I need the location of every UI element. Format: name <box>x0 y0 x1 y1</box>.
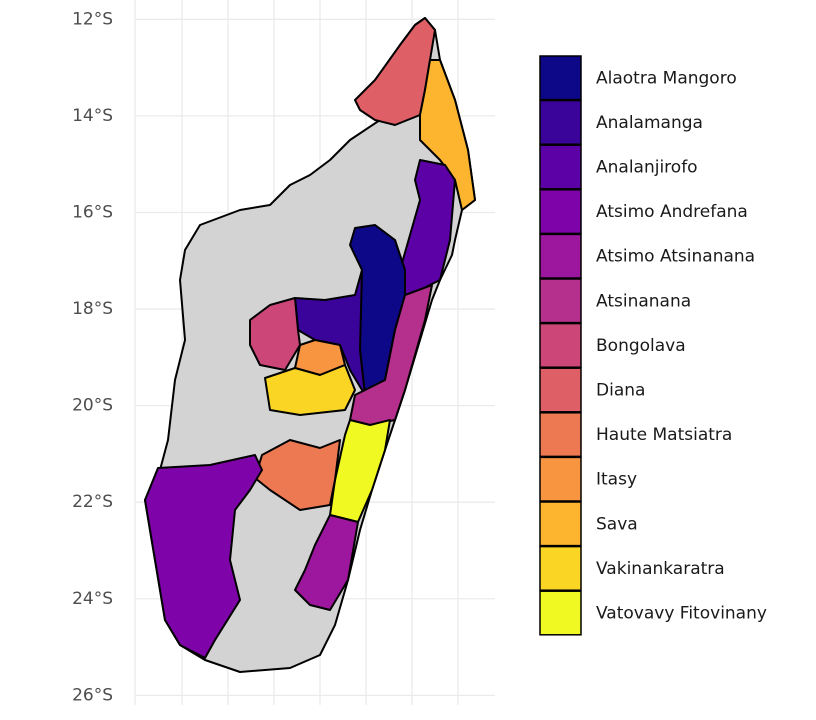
legend-label: Sava <box>596 514 638 534</box>
legend-label: Alaotra Mangoro <box>596 68 737 88</box>
y-tick-label: 22°S <box>72 492 113 512</box>
legend-label: Diana <box>596 381 645 401</box>
legend-label: Haute Matsiatra <box>596 425 732 445</box>
legend-swatch <box>539 501 582 547</box>
legend-swatch <box>539 367 582 413</box>
region <box>254 439 341 511</box>
y-tick-label: 24°S <box>72 589 113 609</box>
region <box>419 59 476 211</box>
legend-swatch <box>539 456 582 502</box>
legend-swatch <box>539 144 582 190</box>
y-tick-label: 18°S <box>72 299 113 319</box>
legend-swatch <box>539 322 582 368</box>
legend-swatch <box>539 189 582 235</box>
madagascar <box>144 17 476 673</box>
legend-label: Atsinanana <box>596 291 691 311</box>
legend-swatch <box>539 590 582 636</box>
y-tick-label: 20°S <box>72 396 113 416</box>
y-tick-label: 14°S <box>72 106 113 126</box>
legend-label: Bongolava <box>596 336 686 356</box>
legend: Alaotra Mangoro Analamanga Analanjirofo Ats… <box>539 55 767 636</box>
legend-swatch <box>539 233 582 279</box>
legend-swatch <box>539 55 582 101</box>
region <box>294 514 359 611</box>
y-tick-label: 12°S <box>72 9 113 29</box>
legend-label: Analanjirofo <box>596 158 698 178</box>
legend-label: Vakinankaratra <box>596 559 725 579</box>
legend-label: Analamanga <box>596 113 703 133</box>
region <box>329 419 391 523</box>
y-tick-label: 16°S <box>72 202 113 222</box>
legend-swatch <box>539 412 582 458</box>
region <box>264 364 356 416</box>
region <box>144 454 263 659</box>
legend-swatch <box>539 99 582 145</box>
legend-label: Atsimo Andrefana <box>596 202 748 222</box>
legend-label: Atsimo Atsinanana <box>596 247 755 267</box>
legend-swatch <box>539 545 582 591</box>
legend-label: Vatovavy Fitovinany <box>596 604 767 624</box>
legend-swatch <box>539 278 582 324</box>
y-axis: 12°S 14°S 16°S 18°S 20°S 22°S 24°S 26°S <box>72 9 113 705</box>
y-tick-label: 26°S <box>72 685 113 705</box>
legend-label: Itasy <box>596 470 637 490</box>
